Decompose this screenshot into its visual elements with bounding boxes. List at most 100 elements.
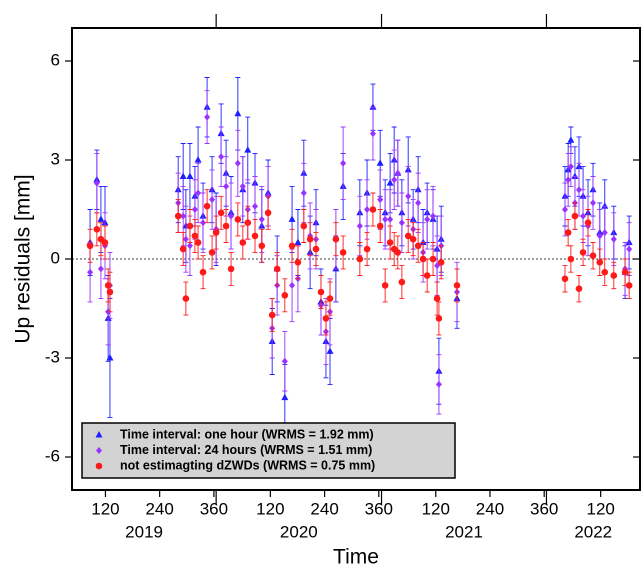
point <box>268 311 276 319</box>
point <box>86 242 94 250</box>
point <box>179 245 187 253</box>
point <box>97 265 104 273</box>
point <box>437 259 445 266</box>
point <box>340 159 347 167</box>
legend-marker <box>95 462 103 470</box>
point <box>218 153 225 161</box>
point <box>369 206 377 213</box>
point <box>326 347 334 354</box>
point <box>244 219 252 226</box>
point <box>306 235 314 243</box>
point <box>234 216 242 223</box>
point <box>386 179 394 186</box>
legend-label: Time interval: one hour (WRMS = 1.92 mm) <box>120 427 374 441</box>
point <box>621 268 629 276</box>
point <box>191 232 199 240</box>
series <box>87 90 633 415</box>
point <box>387 215 394 223</box>
point <box>584 219 592 226</box>
point <box>580 212 587 220</box>
point <box>294 259 302 266</box>
point <box>191 206 198 213</box>
point <box>209 196 216 204</box>
point <box>208 249 216 256</box>
point <box>414 242 422 250</box>
point <box>322 315 330 322</box>
point <box>409 235 417 243</box>
legend-label: Time interval: 24 hours (WRMS = 1.51 mm) <box>120 443 372 457</box>
point <box>174 212 182 220</box>
point <box>194 239 202 246</box>
y-axis-label: Up residuals [mm] <box>12 174 35 343</box>
x-tick-label: 360 <box>530 499 558 518</box>
point <box>575 186 582 194</box>
point <box>404 232 412 240</box>
point <box>332 235 340 243</box>
point <box>326 295 334 302</box>
point <box>610 272 618 279</box>
plot-frame <box>71 27 641 491</box>
point <box>567 255 575 263</box>
point <box>222 222 230 230</box>
point <box>101 239 109 246</box>
x-tick-label: 120 <box>91 499 119 518</box>
point <box>212 229 220 236</box>
point <box>217 209 225 217</box>
point <box>590 199 597 207</box>
point <box>435 315 443 322</box>
point <box>567 136 575 143</box>
point <box>104 282 112 289</box>
point <box>423 272 431 279</box>
point <box>369 103 377 110</box>
point <box>300 222 308 230</box>
point <box>382 215 389 223</box>
point <box>601 268 609 276</box>
point <box>239 239 247 246</box>
point <box>312 245 320 253</box>
point <box>203 202 211 210</box>
point <box>610 235 617 243</box>
point <box>273 265 281 273</box>
point <box>258 242 266 250</box>
point <box>394 169 401 177</box>
point <box>258 215 265 223</box>
point <box>227 265 235 273</box>
y-tick-label: 6 <box>51 50 60 69</box>
year-label: 2020 <box>280 522 318 541</box>
point <box>186 172 194 179</box>
point <box>405 192 412 200</box>
point <box>179 172 187 179</box>
x-tick-label: 360 <box>200 499 228 518</box>
y-tick-label: 3 <box>51 149 60 168</box>
x-tick-label: 120 <box>422 499 450 518</box>
point <box>264 209 272 217</box>
point <box>339 249 347 256</box>
year-label: 2022 <box>574 522 612 541</box>
y-tick-label: -3 <box>45 347 60 366</box>
point <box>244 146 252 153</box>
point <box>180 212 187 220</box>
point <box>289 281 296 289</box>
point <box>317 288 325 296</box>
point <box>186 222 194 230</box>
point <box>575 285 583 293</box>
x-tick-label: 120 <box>256 499 284 518</box>
point <box>204 113 211 121</box>
x-tick-label: 120 <box>586 499 614 518</box>
point <box>239 182 246 190</box>
point <box>424 215 431 223</box>
point <box>398 278 406 286</box>
point <box>199 268 207 276</box>
point <box>419 255 427 263</box>
point <box>601 229 608 237</box>
point <box>223 182 230 190</box>
legend-box <box>81 422 456 479</box>
point <box>195 189 202 197</box>
point <box>369 130 376 138</box>
point <box>433 295 441 302</box>
x-tick-label: 240 <box>145 499 173 518</box>
point <box>565 176 572 184</box>
point <box>429 255 437 263</box>
point <box>186 242 193 250</box>
